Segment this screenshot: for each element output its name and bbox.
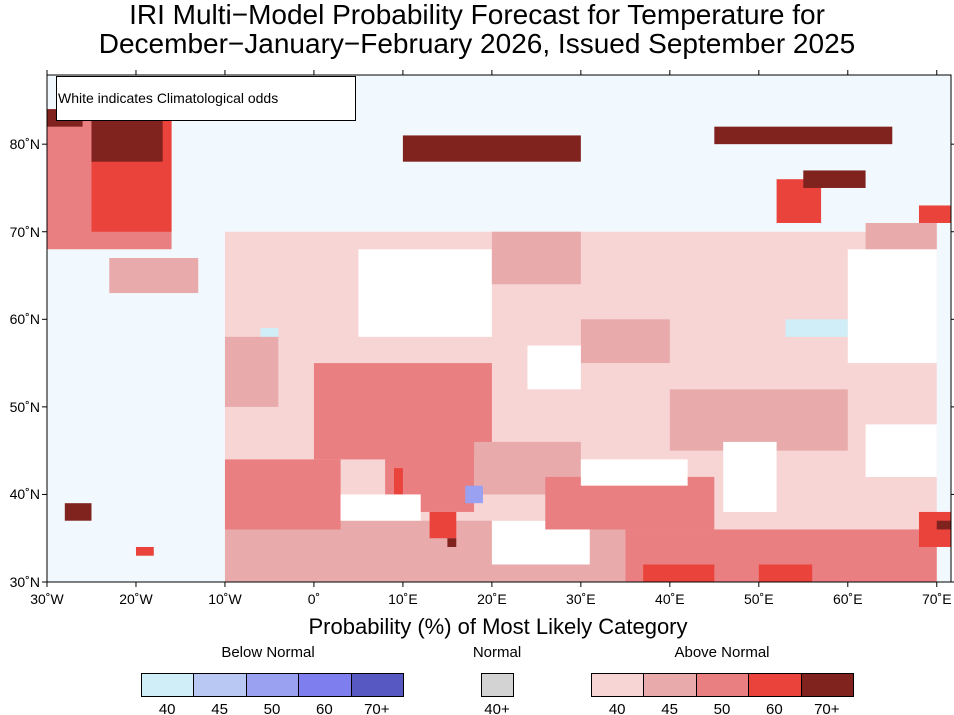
forecast-cell [714, 126, 893, 145]
forecast-cell [785, 319, 848, 337]
title-line-2: December−January−February 2026, Issued S… [98, 28, 856, 59]
forecast-cell [723, 441, 777, 512]
forecast-cell [394, 468, 403, 495]
forecast-cell [580, 319, 670, 364]
forecast-cell [224, 459, 341, 530]
lon-label: 50˚E [744, 591, 774, 607]
forecast-map [42, 70, 954, 587]
lon-label: 0˚ [307, 591, 321, 607]
legend-tick-above: 50 [713, 701, 731, 715]
legend-tick-below: 40 [158, 701, 176, 715]
forecast-cell [758, 564, 813, 582]
forecast-cell [64, 503, 92, 521]
lat-label: 50˚N [9, 398, 40, 415]
forecast-cell [429, 511, 457, 539]
legend-above-label: Above Normal [674, 644, 770, 661]
legend-swatch-normal [481, 673, 514, 697]
legend-swatch-below [298, 673, 352, 697]
forecast-cell [447, 538, 457, 547]
legend-tick-above: 70+ [814, 701, 840, 715]
lat-label: 70˚N [9, 223, 40, 240]
forecast-cell [865, 424, 937, 477]
forecast-cell [135, 546, 154, 556]
forecast-cell [340, 494, 421, 521]
legend-swatch-below [350, 673, 404, 697]
lon-label: 20˚E [477, 591, 507, 607]
forecast-cell [918, 205, 951, 223]
legend-tick-below: 45 [211, 701, 228, 715]
legend-below-label: Below Normal [221, 644, 315, 661]
lon-label: 70˚E [921, 591, 952, 607]
legend-tick-above: 60 [766, 701, 783, 715]
legend-tick-below: 70+ [364, 701, 390, 715]
climatology-note: White indicates Climatological odds [56, 76, 356, 121]
forecast-cell [402, 135, 581, 162]
forecast-cell [580, 459, 688, 486]
lon-label: 10˚W [208, 591, 242, 607]
forecast-cell [465, 485, 483, 504]
forecast-cell [127, 214, 145, 223]
lon-label: 20˚W [119, 591, 153, 607]
forecast-cell [224, 336, 279, 407]
legend-swatch-above [800, 673, 854, 697]
lat-label: 40˚N [9, 486, 40, 503]
legend-tick-below: 50 [263, 701, 281, 715]
legend-normal-label: Normal [472, 644, 522, 661]
title-line-1: IRI Multi−Model Probability Forecast for… [129, 0, 825, 30]
map-frame [46, 74, 952, 583]
legend-swatch-above [695, 673, 750, 697]
forecast-cell [847, 249, 937, 364]
forecast-cell [643, 564, 715, 582]
legend-swatch-below [193, 673, 247, 697]
forecast-cell [936, 520, 951, 530]
legend-swatch-above [643, 673, 697, 697]
lon-label: 30˚W [30, 591, 64, 607]
legend-swatch-below [245, 673, 300, 697]
legend-tick-normal: 40+ [484, 701, 510, 715]
legend-swatch-above [591, 673, 645, 697]
forecast-cell [527, 345, 581, 390]
legend-tick-above: 40 [608, 701, 626, 715]
forecast-cell [669, 389, 848, 451]
lon-label: 10˚E [388, 591, 418, 607]
lat-label: 60˚N [9, 311, 40, 328]
forecast-cell [865, 222, 937, 250]
forecast-cell [803, 170, 866, 188]
legend-tick-above: 45 [661, 701, 678, 715]
forecast-cell [358, 249, 492, 337]
lon-label: 30˚E [566, 591, 596, 607]
lon-label: 40˚E [655, 591, 685, 607]
colorbar-title: Probability (%) of Most Likely Category [308, 614, 688, 639]
legend-tick-below: 60 [316, 701, 333, 715]
lat-label: 80˚N [9, 136, 40, 153]
legend-swatch-above [748, 673, 802, 697]
lat-label: 30˚N [9, 574, 40, 590]
forecast-cell [109, 258, 199, 294]
lon-label: 60˚E [832, 591, 863, 607]
forecast-cell [491, 231, 581, 285]
legend-swatch-below [141, 673, 195, 697]
